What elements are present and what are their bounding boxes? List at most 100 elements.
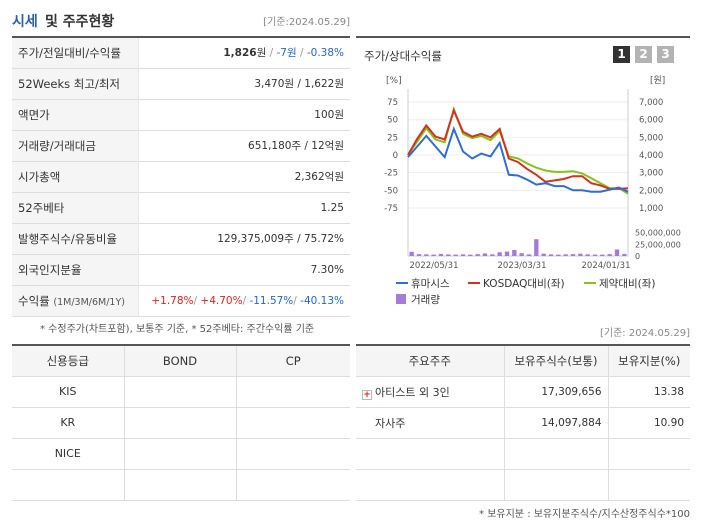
price-row-label: 액면가: [12, 99, 139, 130]
price-row: 액면가 100원: [12, 99, 350, 130]
price-row-value: 1,826원 / -7원 / -0.38%: [223, 47, 344, 60]
right-axis-tick: 1,000: [639, 204, 663, 214]
price-row-value: 2,362억원: [294, 171, 344, 183]
volume-bar: [541, 253, 546, 256]
holder-row-empty: [356, 469, 690, 501]
volume-bar: [622, 253, 627, 256]
price-row-label: 외국인지분율: [12, 254, 139, 285]
price-row-value: 129,375,009주 / 75.72%: [217, 233, 344, 245]
price-row: 외국인지분율 7.30%: [12, 254, 350, 285]
right-axis-tick: 3,000: [639, 169, 663, 179]
volume-bar: [468, 254, 473, 256]
price-row-value: 1.25: [320, 201, 344, 214]
price-chart: [%] [원] 75 7,000 50 6,000 25 5,000 0 4,000 -25 3,00…: [384, 75, 681, 306]
price-row-value: 3,470원 / 1,622원: [254, 78, 344, 90]
chart-tab-2[interactable]: 2: [635, 46, 652, 63]
credit-bond: [124, 407, 237, 439]
return-6m: -11.57%: [249, 294, 294, 307]
returns-label: 수익률 (1M/3M/6M/1Y): [12, 285, 139, 316]
volume-bar: [607, 254, 612, 256]
return-1m: +1.78%: [151, 294, 194, 307]
base-date: [기준:2024.05.29]: [263, 17, 350, 28]
volume-bar: [578, 253, 583, 256]
price-unit: 원: [256, 47, 267, 60]
volume-bar: [592, 254, 598, 256]
chart-title: 주가/상대수익률: [364, 49, 442, 63]
holder-name: 자사주: [356, 407, 505, 439]
left-axis-tick: 50: [387, 116, 398, 126]
volume-bar: [438, 253, 444, 256]
volume-bar: [453, 254, 458, 256]
volume-bar: [614, 249, 620, 256]
series-line: [407, 125, 629, 193]
holder-row: 자사주 14,097,884 10.90: [356, 407, 690, 439]
chart-panel: 주가/상대수익률 1 2 3 [%] [원] 75 7,000 50 6,000 25 5,0…: [356, 36, 690, 312]
volume-bar: [409, 251, 414, 256]
left-axis-tick: 75: [387, 98, 398, 108]
returns-period: (1M/3M/6M/1Y): [53, 296, 125, 308]
volume-bar: [585, 254, 590, 256]
price-row: 거래량/거래대금 651,180주 / 12억원: [12, 130, 350, 161]
section-header: 시세 및 주주현황 [기준:2024.05.29]: [12, 8, 350, 32]
price-row-label: 주가/전일대비/수익률: [12, 37, 139, 68]
volume-bar: [556, 254, 561, 256]
right-axis-tick: 6,000: [639, 116, 663, 126]
holder-pct: 10.90: [608, 407, 690, 439]
price-row-label: 52Weeks 최고/최저: [12, 68, 139, 99]
holders-header-row: 주요주주 보유주식수(보통) 보유지분(%): [356, 345, 690, 377]
volume-bar: [424, 254, 429, 256]
volume-bar: [431, 254, 436, 256]
volume-axis-tick: 50,000,000: [635, 229, 681, 238]
volume-bar: [482, 253, 488, 256]
credit-bond: [124, 376, 237, 408]
credit-header: 신용등급: [12, 345, 125, 377]
price-row-label: 시가총액: [12, 161, 139, 192]
price-row-label: 발행주식수/유동비율: [12, 223, 139, 254]
credit-agency: NICE: [12, 438, 125, 470]
price-row-value: 651,180주 / 12억원: [248, 140, 344, 152]
price-rate: -0.38%: [306, 47, 344, 60]
price-change: -7원: [276, 47, 297, 60]
series-line: [407, 107, 629, 190]
volume-bar: [570, 254, 576, 256]
legend-label: 거래량: [411, 294, 440, 306]
volume-bar: [534, 239, 539, 256]
x-axis-tick: 2022/05/31: [410, 261, 459, 271]
left-axis-tick: -75: [384, 204, 398, 214]
holder-pct: 13.38: [608, 376, 690, 408]
holder-name: 아티스트 외 3인: [375, 385, 450, 399]
left-axis-tick: -50: [384, 186, 398, 196]
credit-rating-table: 신용등급 BOND CP KIS KR NICE: [12, 344, 350, 501]
chart-tab-1[interactable]: 1: [613, 46, 630, 63]
x-axis-tick: 2024/01/31: [582, 261, 631, 271]
price-row-value: 7.30%: [310, 263, 344, 276]
left-axis-tick: 25: [387, 133, 398, 143]
section-title-sub: 및 주주현황: [45, 14, 115, 30]
volume-bar: [475, 254, 480, 256]
price-row: 발행주식수/유동비율 129,375,009주 / 75.72%: [12, 223, 350, 254]
credit-agency: KR: [12, 407, 125, 439]
volume-bar: [600, 254, 605, 256]
volume-axis-tick: 0: [635, 252, 640, 261]
volume-bar: [416, 254, 422, 256]
credit-row: KIS: [12, 376, 350, 408]
credit-header: CP: [236, 345, 350, 377]
volume-bar: [548, 254, 554, 256]
volume-bar: [519, 253, 524, 256]
return-1y: -40.13%: [300, 294, 344, 307]
holders-note: * 보유지분 : 보유지분주식수/지수산정주식수*100: [479, 509, 690, 520]
credit-row: NICE: [12, 438, 350, 470]
credit-cp: [236, 438, 350, 470]
returns-label-text: 수익률: [18, 293, 50, 308]
volume-axis-tick: 25,000,000: [635, 240, 681, 249]
credit-header-row: 신용등급 BOND CP: [12, 345, 350, 377]
price-row: 52주베타 1.25: [12, 192, 350, 223]
legend-label: 휴마시스: [411, 278, 450, 290]
price-note: * 수정주가(차트포함), 보통주 기준, * 52주베타: 주간수익률 기준: [40, 324, 315, 335]
expand-icon[interactable]: +: [362, 389, 372, 400]
credit-row: KR: [12, 407, 350, 439]
credit-bond: [124, 469, 237, 501]
holders-header: 보유주식수(보통): [504, 345, 609, 377]
chart-tab-3[interactable]: 3: [657, 46, 674, 63]
holder-name-cell: + 아티스트 외 3인: [356, 376, 505, 408]
